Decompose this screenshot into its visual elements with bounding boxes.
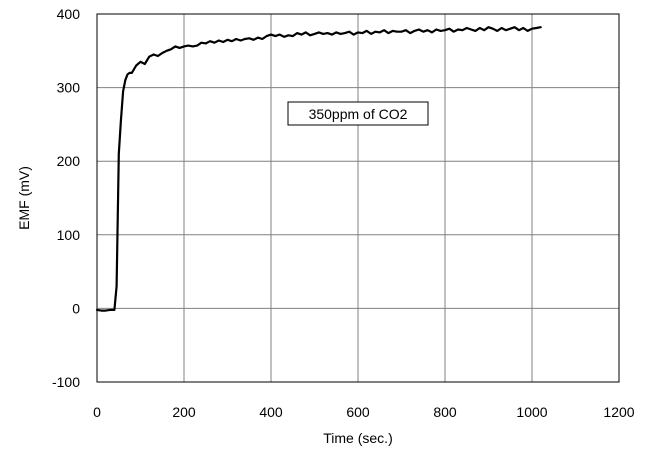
x-tick-label: 1000 [516,404,547,420]
y-tick-label: 400 [57,6,81,22]
y-tick-label: 300 [57,80,81,96]
x-tick-labels: 0 200 400 600 800 1000 1200 [93,404,635,420]
y-axis-title: EMF (mV) [16,166,32,230]
y-tick-label: 0 [72,300,80,316]
y-tick-labels: -100 0 100 200 300 400 [52,6,80,390]
y-tick-label: 100 [57,227,81,243]
x-axis-title: Time (sec.) [323,430,392,446]
x-tick-label: 400 [259,404,283,420]
x-tick-label: 800 [433,404,457,420]
plot-frame [96,13,620,383]
annotation-text: 350ppm of CO2 [309,106,408,122]
x-tick-label: 600 [346,404,370,420]
grid-lines [97,14,619,382]
x-tick-label: 200 [172,404,196,420]
y-tick-label: -100 [52,374,80,390]
y-tick-label: 200 [57,153,81,169]
annotation-box [287,101,429,126]
x-tick-label: 0 [93,404,101,420]
x-tick-label: 1200 [603,404,634,420]
emf-series-line [95,26,542,312]
